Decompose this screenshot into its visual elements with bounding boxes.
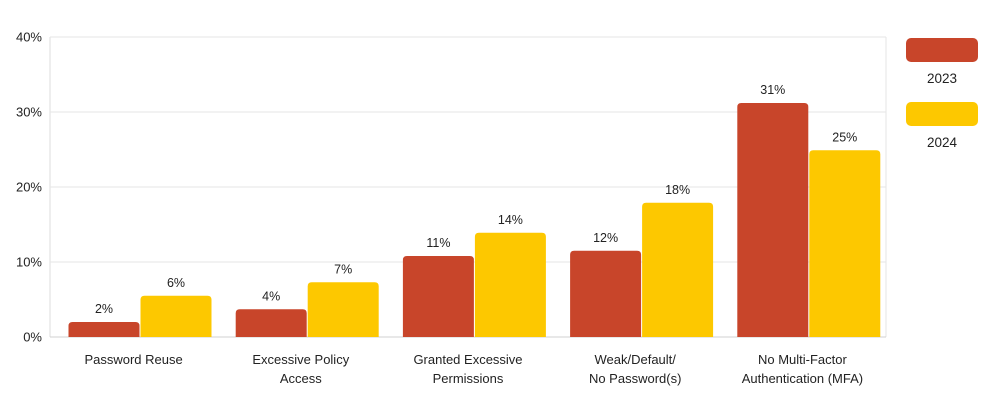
bars [68,103,881,337]
bar-2024-1 [307,282,379,337]
x-tick-label: Weak/Default/No Password(s) [589,352,681,386]
data-label-2023-1: 4% [262,289,280,303]
x-tick-label: No Multi-Factor Authentication (MFA) [742,352,863,386]
data-label-2023-0: 2% [95,302,113,316]
x-axis: Password Reuse Excessive Policy Access Gran… [84,352,863,386]
bar-2023-1 [235,309,307,337]
data-label-2024-1: 7% [334,262,352,276]
x-tick-label: Password Reuse [84,352,182,367]
x-tick-label: Granted Excessive Permissions [413,352,522,386]
bar-2023-3 [570,250,642,337]
data-label-2023-4: 31% [760,83,785,97]
y-tick-label: 40% [16,30,42,45]
legend-swatch-2024 [906,102,978,126]
legend-label-2024: 2024 [927,135,958,150]
data-labels: 2% 6% 4% 7% 11% 14% 12% 18% 31% 25% [95,83,857,316]
data-label-2024-0: 6% [167,276,185,290]
y-tick-label: 30% [16,105,42,120]
legend-swatch-2023 [906,38,978,62]
bar-2024-4 [809,150,881,337]
bar-2024-2 [474,232,546,337]
bar-2024-0 [140,295,212,337]
y-tick-label: 10% [16,255,42,270]
data-label-2023-2: 11% [426,236,450,250]
x-tick-label: Excessive Policy Access [252,352,349,386]
y-axis: 0% 10% 20% 30% 40% [16,30,42,345]
data-label-2024-2: 14% [498,213,523,227]
bar-2024-3 [642,202,714,337]
bar-2023-2 [402,256,474,337]
data-label-2024-4: 25% [832,130,857,144]
data-label-2023-3: 12% [593,231,618,245]
legend-label-2023: 2023 [927,71,957,86]
bar-2023-0 [68,322,140,337]
y-tick-label: 20% [16,180,42,195]
bar-2023-4 [737,103,809,337]
y-tick-label: 0% [23,330,42,345]
data-label-2024-3: 18% [665,183,690,197]
legend: 2023 2024 [906,38,978,150]
